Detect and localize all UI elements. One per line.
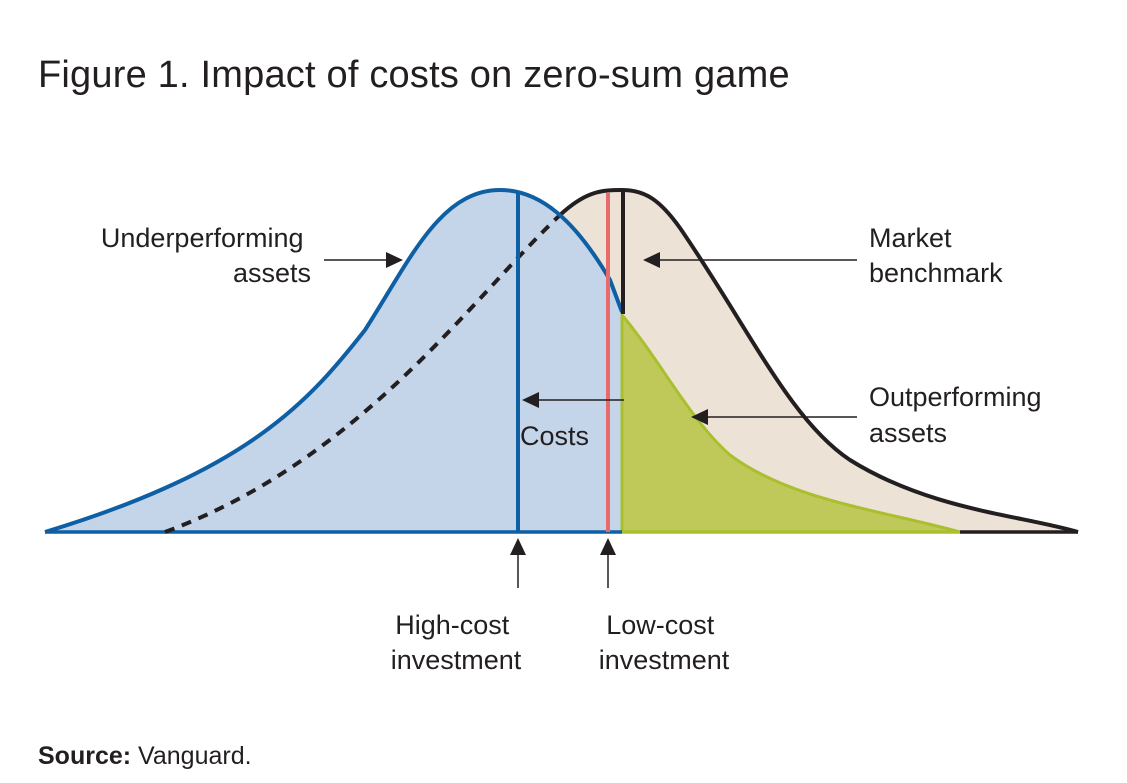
costs-label: Costs [520,421,589,451]
underperforming-curve [44,187,624,534]
low-cost-label-line2: investment [599,645,730,675]
outperforming-label-line2: assets [869,418,947,448]
high-cost-label-line2: investment [391,645,522,675]
outperforming-label-line1: Outperforming [869,382,1042,412]
arrow-underperforming [324,252,403,268]
underperforming-label-line2: assets [233,258,311,288]
source-label: Source: [38,742,132,770]
market-curve-dashed [164,213,562,534]
market-benchmark-label-line1: Market [869,223,952,253]
figure-title: Figure 1. Impact of costs on zero-sum ga… [38,54,790,96]
market-benchmark-label: Market benchmark [869,223,1003,288]
outperforming-area [620,310,961,534]
arrow-high-cost [510,538,526,588]
market-benchmark-label-line2: benchmark [869,258,1003,288]
source-note: Source: Vanguard. [38,742,252,771]
underperforming-label: Underperforming assets [101,223,311,288]
high-cost-label-line1: High-cost [395,610,510,640]
low-cost-label-line1: Low-cost [606,610,715,640]
outperforming-label: Outperforming assets [869,382,1049,448]
arrow-costs [522,392,624,408]
underperforming-distribution-fill [45,190,622,532]
underperforming-label-line1: Underperforming [101,223,304,253]
arrow-market-benchmark [643,252,857,268]
source-text: Vanguard. [138,742,252,770]
arrow-outperforming [691,409,857,425]
high-cost-label: High-cost investment [391,610,522,675]
low-cost-label: Low-cost investment [599,610,730,675]
arrow-low-cost [600,538,616,588]
